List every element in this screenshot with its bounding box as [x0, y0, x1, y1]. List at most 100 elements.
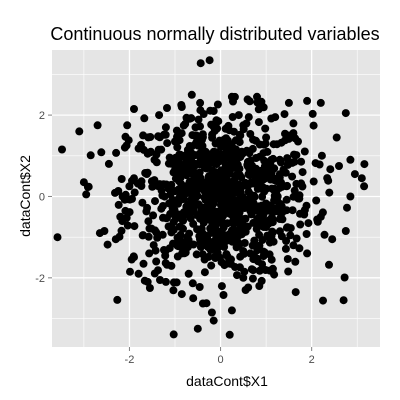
- data-point: [206, 242, 215, 251]
- data-point: [212, 244, 221, 253]
- data-point: [169, 330, 178, 339]
- data-point: [259, 211, 268, 220]
- data-point: [250, 168, 259, 177]
- data-point: [193, 324, 202, 333]
- data-point: [284, 267, 293, 276]
- y-tick-label: -2: [35, 273, 45, 285]
- data-point: [249, 266, 258, 275]
- data-point: [169, 218, 178, 227]
- data-point: [283, 223, 292, 232]
- data-point: [302, 230, 311, 238]
- data-point: [255, 282, 264, 290]
- data-point: [304, 219, 313, 228]
- data-point: [196, 98, 205, 107]
- data-point: [161, 277, 170, 286]
- data-point: [187, 90, 196, 99]
- data-point: [357, 174, 366, 183]
- data-point: [232, 227, 241, 235]
- data-point: [341, 109, 350, 118]
- data-point: [177, 129, 186, 138]
- data-point: [289, 119, 298, 128]
- data-point: [145, 249, 154, 258]
- data-point: [225, 330, 234, 339]
- data-point: [223, 183, 231, 192]
- data-point: [196, 59, 205, 68]
- data-point: [240, 239, 249, 247]
- data-point: [219, 291, 228, 299]
- data-point: [315, 160, 324, 169]
- data-point: [243, 222, 252, 231]
- data-point: [243, 157, 252, 166]
- data-point: [227, 92, 236, 101]
- data-point: [121, 206, 130, 215]
- data-point: [260, 174, 269, 183]
- data-point: [258, 192, 267, 201]
- data-point: [206, 203, 215, 212]
- data-point: [249, 135, 257, 144]
- data-point: [161, 251, 170, 260]
- data-point: [346, 155, 355, 164]
- data-point: [317, 151, 326, 160]
- data-point: [281, 244, 290, 253]
- data-point: [130, 188, 139, 197]
- data-point: [236, 252, 245, 261]
- data-point: [177, 103, 186, 111]
- data-point: [236, 131, 245, 140]
- data-point: [271, 113, 280, 122]
- data-point: [275, 184, 284, 192]
- data-point: [238, 149, 247, 158]
- data-point: [151, 246, 160, 255]
- data-point: [312, 196, 321, 205]
- data-point: [189, 294, 198, 303]
- data-point: [228, 113, 237, 121]
- data-point: [197, 224, 206, 233]
- data-point: [195, 283, 204, 291]
- x-axis-title: dataCont$X1: [186, 373, 268, 389]
- chart-title: Continuous normally distributed variable…: [50, 24, 379, 44]
- data-point: [150, 176, 159, 185]
- data-point: [114, 200, 123, 209]
- data-point: [230, 176, 239, 185]
- data-point: [326, 165, 335, 174]
- data-point: [166, 190, 175, 199]
- data-point: [284, 98, 293, 107]
- data-point: [86, 151, 95, 160]
- data-point: [261, 158, 270, 167]
- data-point: [245, 97, 254, 106]
- data-point: [282, 237, 291, 245]
- data-point: [185, 229, 194, 238]
- data-point: [241, 178, 250, 187]
- data-point: [195, 168, 204, 177]
- data-point: [309, 177, 318, 186]
- data-point: [239, 121, 248, 130]
- data-point: [82, 190, 91, 199]
- data-point: [126, 267, 134, 276]
- data-point: [260, 248, 269, 257]
- data-point: [289, 241, 298, 250]
- data-point: [205, 56, 214, 65]
- data-point: [145, 284, 154, 292]
- data-point: [298, 182, 307, 191]
- data-point: [150, 155, 159, 164]
- data-point: [134, 269, 143, 278]
- data-point: [169, 239, 177, 248]
- data-point: [239, 273, 248, 282]
- data-point: [121, 132, 130, 141]
- data-point: [194, 115, 203, 124]
- data-point: [181, 153, 190, 162]
- data-point: [219, 239, 228, 248]
- data-point: [217, 216, 226, 225]
- data-point: [177, 290, 186, 299]
- data-point: [255, 180, 264, 189]
- data-point: [214, 174, 223, 183]
- data-point: [179, 224, 187, 233]
- data-point: [237, 194, 246, 203]
- x-tick-label: -2: [125, 354, 135, 366]
- data-point: [259, 223, 268, 231]
- data-point: [298, 168, 307, 177]
- data-point: [232, 145, 240, 154]
- data-point: [214, 117, 223, 126]
- data-point: [266, 170, 275, 179]
- data-point: [192, 131, 201, 140]
